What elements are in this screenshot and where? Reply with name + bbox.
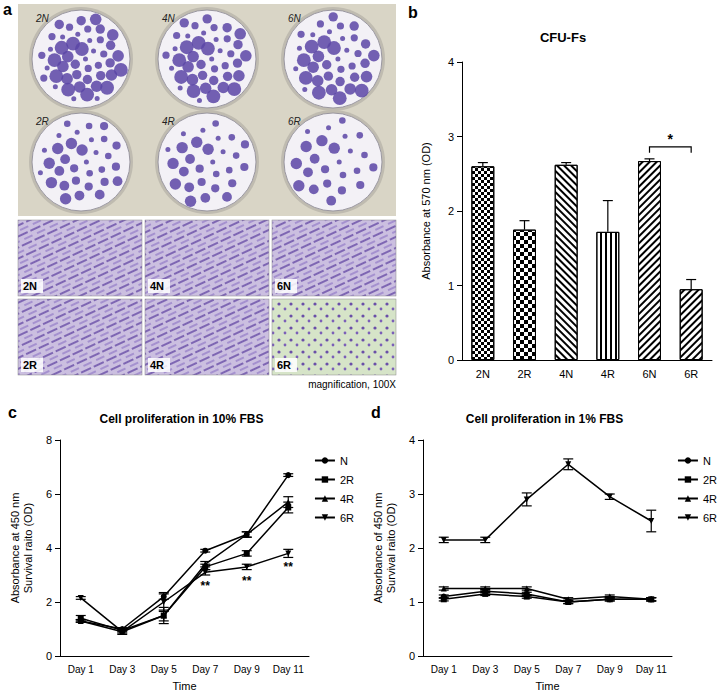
svg-text:0: 0 (409, 650, 415, 662)
svg-text:N: N (340, 455, 348, 467)
svg-text:CFU-Fs: CFU-Fs (540, 30, 586, 45)
svg-text:2N: 2N (35, 13, 50, 24)
svg-text:4R: 4R (162, 116, 175, 127)
svg-text:N: N (703, 455, 711, 467)
svg-text:2N: 2N (476, 368, 490, 380)
svg-text:Day 11: Day 11 (636, 664, 667, 675)
svg-text:d: d (371, 404, 381, 421)
svg-text:1: 1 (448, 280, 454, 292)
svg-text:4R: 4R (150, 359, 164, 371)
svg-text:Survival raito (OD): Survival raito (OD) (385, 503, 397, 593)
svg-text:6N: 6N (288, 13, 302, 24)
svg-text:Time: Time (172, 680, 196, 692)
svg-text:4N: 4N (162, 13, 176, 24)
svg-text:6R: 6R (703, 512, 717, 524)
svg-text:b: b (408, 4, 418, 21)
svg-text:4: 4 (46, 542, 52, 554)
svg-text:6R: 6R (288, 116, 301, 127)
svg-text:Day 11: Day 11 (273, 664, 304, 675)
svg-text:6R: 6R (277, 359, 291, 371)
svg-text:Absorbance of 450 nm: Absorbance of 450 nm (372, 493, 384, 604)
svg-text:3: 3 (409, 488, 415, 500)
svg-text:**: ** (242, 574, 252, 588)
svg-text:2R: 2R (23, 359, 37, 371)
svg-text:Day 5: Day 5 (151, 664, 178, 675)
svg-text:2R: 2R (35, 116, 49, 127)
svg-text:Absorbance at 450 nm: Absorbance at 450 nm (9, 493, 21, 604)
svg-text:Day 1: Day 1 (68, 664, 95, 675)
svg-text:Day 9: Day 9 (597, 664, 624, 675)
svg-text:4R: 4R (340, 493, 354, 505)
svg-text:2: 2 (448, 205, 454, 217)
svg-text:0: 0 (448, 354, 454, 366)
svg-text:Survival raito (OD): Survival raito (OD) (22, 503, 34, 593)
svg-text:**: ** (201, 579, 211, 593)
svg-text:6: 6 (46, 488, 52, 500)
svg-text:3: 3 (448, 131, 454, 143)
svg-text:0: 0 (46, 650, 52, 662)
svg-text:Day 7: Day 7 (555, 664, 582, 675)
svg-text:Day 3: Day 3 (472, 664, 499, 675)
svg-text:2R: 2R (340, 474, 354, 486)
svg-text:6N: 6N (642, 368, 656, 380)
svg-text:Day 1: Day 1 (431, 664, 458, 675)
svg-text:2: 2 (409, 542, 415, 554)
svg-text:Day 9: Day 9 (234, 664, 261, 675)
svg-text:Cell proliferation in 10% FBS: Cell proliferation in 10% FBS (99, 412, 263, 426)
svg-text:Day 7: Day 7 (192, 664, 219, 675)
svg-text:6R: 6R (340, 512, 354, 524)
svg-text:2: 2 (46, 596, 52, 608)
svg-text:Time: Time (535, 680, 559, 692)
svg-text:6R: 6R (684, 368, 698, 380)
svg-text:Day 3: Day 3 (109, 664, 136, 675)
svg-text:4: 4 (448, 56, 454, 68)
svg-text:Absorbance at 570 nm (OD): Absorbance at 570 nm (OD) (420, 142, 432, 280)
svg-text:6N: 6N (277, 280, 291, 292)
svg-text:1: 1 (409, 596, 415, 608)
svg-text:4R: 4R (601, 368, 615, 380)
svg-text:4N: 4N (559, 368, 573, 380)
svg-text:a: a (3, 1, 12, 18)
svg-text:2R: 2R (517, 368, 531, 380)
svg-text:Day 5: Day 5 (514, 664, 541, 675)
svg-text:4R: 4R (703, 493, 717, 505)
svg-text:Cell proliferation in 1% FBS: Cell proliferation in 1% FBS (466, 412, 623, 426)
svg-text:8: 8 (46, 434, 52, 446)
svg-text:c: c (8, 404, 17, 421)
svg-text:*: * (668, 131, 674, 147)
svg-text:2R: 2R (703, 474, 717, 486)
svg-text:2N: 2N (23, 280, 37, 292)
svg-text:4N: 4N (150, 280, 164, 292)
svg-text:4: 4 (409, 434, 415, 446)
svg-text:magnification, 100X: magnification, 100X (308, 379, 396, 390)
svg-text:**: ** (284, 560, 294, 574)
